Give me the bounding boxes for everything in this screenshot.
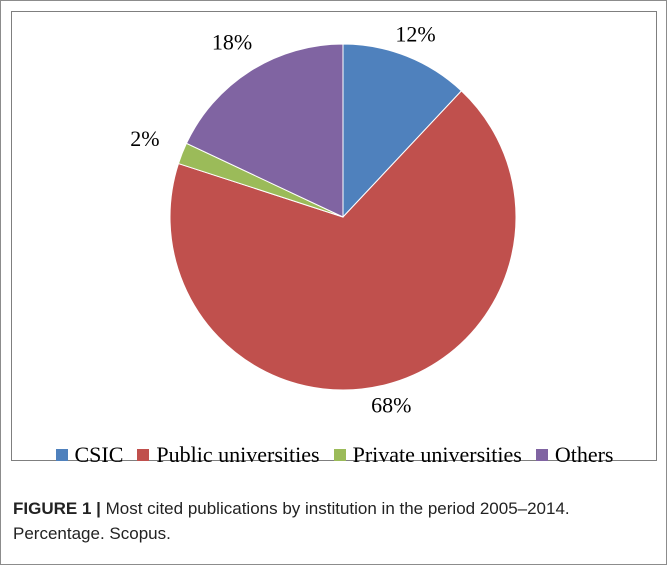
legend: CSIC Public universities Private universit…	[1, 442, 667, 468]
data-label-csic: 12%	[395, 21, 435, 46]
data-label-private-universities: 2%	[130, 126, 159, 151]
pie-slice-csic	[342, 43, 463, 219]
data-label-public-universities: 68%	[371, 392, 411, 417]
legend-item-csic: CSIC	[55, 442, 124, 468]
legend-item-others: Others	[535, 442, 614, 468]
legend-swatch	[535, 449, 548, 461]
data-label-others: 18%	[212, 30, 252, 55]
legend-label: Others	[554, 442, 614, 467]
legend-swatch	[137, 449, 150, 461]
pie-slices	[169, 43, 517, 391]
legend-label: CSIC	[74, 442, 124, 467]
legend-item-private-universities: Private universities	[333, 442, 522, 468]
pie-slice-others	[185, 43, 344, 218]
pie-labels: 12% 68% 2% 18%	[130, 21, 435, 417]
legend-label: Private universities	[352, 442, 522, 467]
legend-item-public-universities: Public universities	[137, 442, 320, 468]
pie-slice-public-universities	[169, 90, 517, 391]
pie-chart: 12% 68% 2% 18%	[130, 21, 517, 417]
legend-swatch	[333, 449, 346, 461]
figure-caption: FIGURE 1 | Most cited publications by in…	[13, 496, 653, 546]
legend-label: Public universities	[156, 442, 320, 467]
caption-text: Most cited publications by institution i…	[13, 499, 570, 543]
caption-label: FIGURE 1 |	[13, 499, 101, 518]
legend-swatch	[55, 449, 68, 461]
